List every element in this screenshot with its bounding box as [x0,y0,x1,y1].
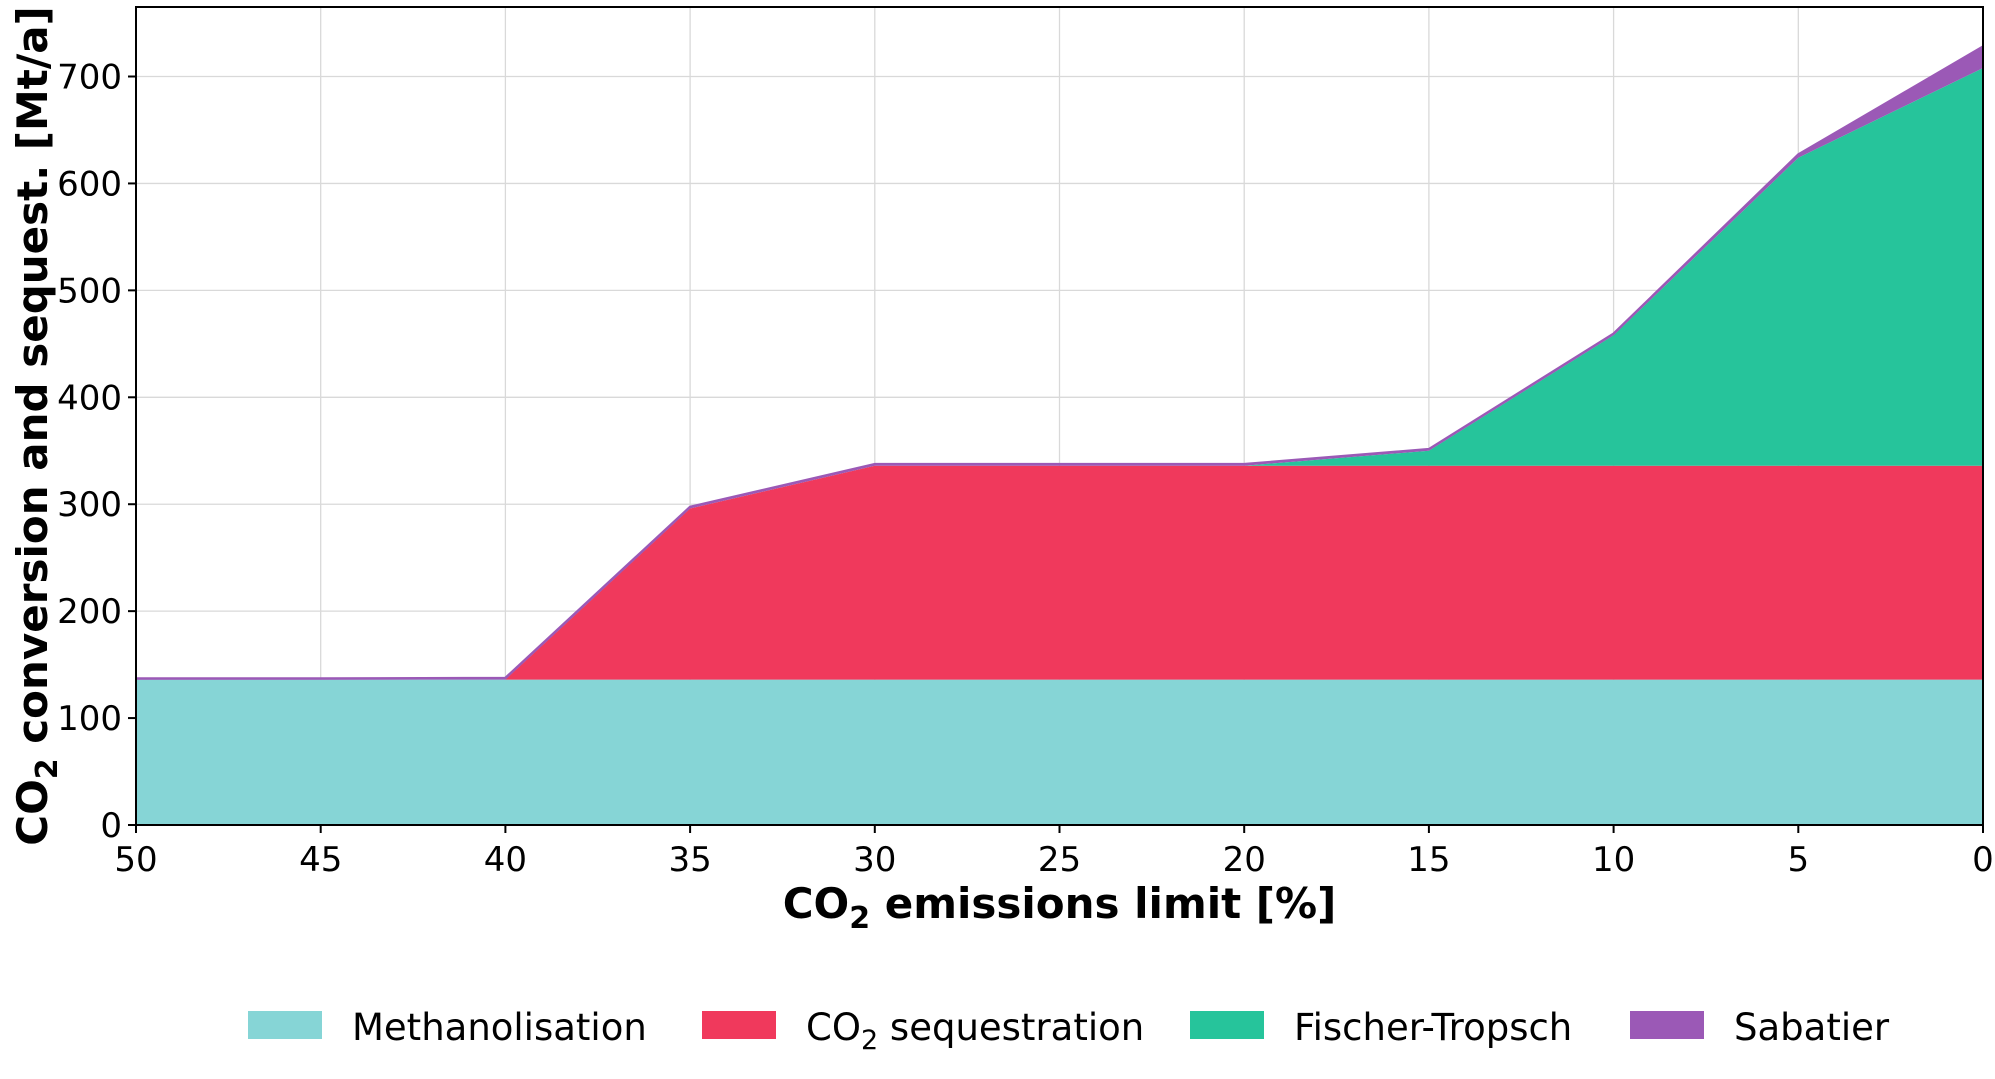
y-tick-label: 700 [57,58,122,98]
legend-swatch-fischer_tropsch [1190,1011,1264,1039]
y-tick-label: 400 [57,378,122,418]
x-axis-title-subscript: 2 [849,901,870,936]
y-tick-label: 300 [57,485,122,525]
y-tick-label: 600 [57,164,122,204]
area-co2_sequestration [136,465,1983,680]
x-tick-label: 20 [1223,840,1266,880]
y-tick-label: 200 [57,592,122,632]
x-tick-label: 45 [299,840,342,880]
x-tick-label: 25 [1038,840,1081,880]
area-top-edge-line [136,45,1984,680]
y-axis-title-rest: conversion and sequest. [Mt/a] [8,6,57,758]
legend: Methanolisation CO2 sequestration Fischer-… [248,1006,1890,1056]
legend-swatch-sabatier [1630,1011,1704,1039]
x-axis-title: CO2 emissions limit [%] [783,879,1337,936]
x-tick-label: 30 [853,840,896,880]
x-axis-title-rest: emissions limit [%] [870,879,1336,928]
legend-label-fischer_tropsch: Fischer-Tropsch [1294,1006,1572,1049]
y-axis-title-main: CO [8,779,57,846]
x-tick-label: 15 [1407,840,1450,880]
area-fischer_tropsch [136,67,1983,680]
y-tick-label: 0 [100,806,122,846]
x-axis-title-main: CO [783,879,850,928]
x-axis-ticks: 50 45 40 35 30 25 20 15 10 5 0 [114,825,1994,880]
x-tick-label: 10 [1592,840,1635,880]
x-tick-label: 0 [1972,840,1994,880]
x-tick-label: 50 [114,840,157,880]
y-tick-label: 500 [57,271,122,311]
legend-swatch-methanolisation [248,1011,322,1039]
legend-swatch-co2_sequestration [702,1011,776,1039]
y-axis-title-subscript: 2 [30,758,65,779]
x-tick-label: 35 [668,840,711,880]
stacked-areas [136,45,1984,825]
legend-label-co2_sequestration: CO2 sequestration [806,1006,1144,1056]
area-methanolisation [136,679,1983,825]
x-tick-label: 40 [484,840,527,880]
y-tick-label: 100 [57,699,122,739]
y-axis-title: CO2 conversion and sequest. [Mt/a] [8,6,65,846]
legend-label-methanolisation: Methanolisation [352,1006,647,1049]
y-axis-ticks: 0 100 200 300 400 500 600 700 [57,58,136,846]
legend-label-sabatier: Sabatier [1734,1006,1890,1049]
x-tick-label: 5 [1787,840,1809,880]
